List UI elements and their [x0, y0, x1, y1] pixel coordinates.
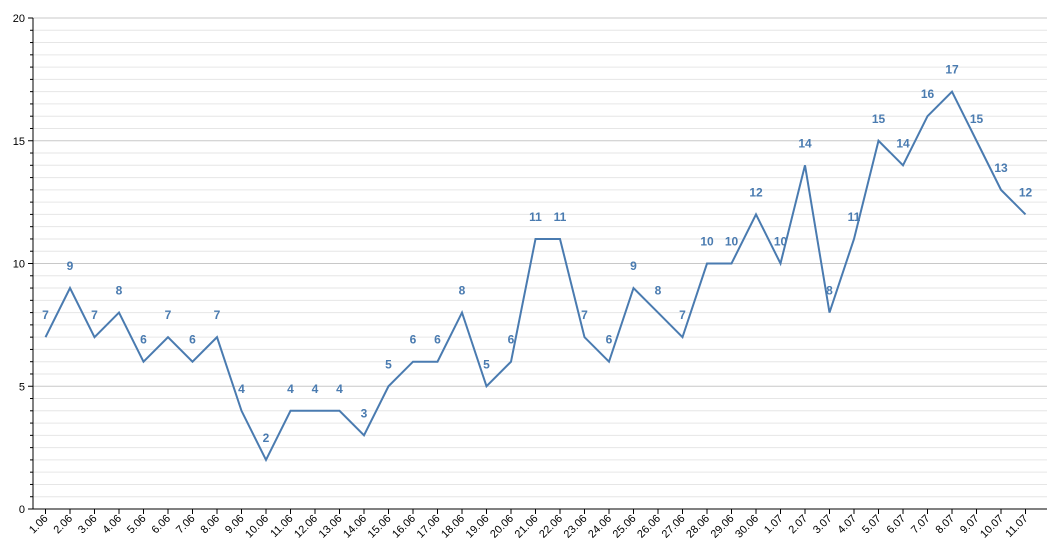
data-label: 7: [42, 308, 49, 322]
x-tick-label: 2.06: [51, 513, 75, 537]
x-tick-label: 3.07: [811, 513, 835, 537]
x-tick-label: 6.07: [884, 513, 908, 537]
grid-lines: [33, 17, 1047, 510]
x-tick-label: 21.06: [513, 513, 541, 541]
x-tick-label: 19.06: [464, 513, 492, 541]
data-label: 10: [700, 235, 714, 249]
data-label: 17: [945, 63, 959, 77]
x-tick-label: 27.06: [660, 513, 688, 541]
data-labels: 7 9 7 8 6 7 6 7 4 2 4 4 4 3 5 6 6 8 5 6 11 11 7 6 9 8 7 10 10 12 10 14 8…: [42, 63, 1032, 445]
x-tick-label: 7.06: [174, 513, 198, 537]
x-tick-label: 14.06: [341, 513, 369, 541]
x-tick-label: 25.06: [611, 513, 639, 541]
x-tick-label: 1.07: [762, 513, 786, 537]
axes: [28, 17, 1047, 514]
x-tick-label: 18.06: [439, 513, 467, 541]
x-tick-label: 10.06: [243, 513, 271, 541]
data-label: 13: [994, 161, 1008, 175]
data-label: 7: [679, 308, 686, 322]
data-label: 10: [725, 235, 739, 249]
x-tick-label: 5.07: [860, 513, 884, 537]
y-tick-label: 0: [19, 504, 25, 516]
x-tick-label: 26.06: [635, 513, 663, 541]
data-label: 11: [554, 210, 567, 224]
data-label: 12: [1019, 185, 1033, 199]
x-tick-label: 30.06: [733, 513, 761, 541]
data-label: 7: [165, 308, 172, 322]
data-label: 8: [826, 284, 833, 298]
data-label: 11: [529, 210, 542, 224]
series-line: [44, 89, 1027, 463]
x-tick-label: 10.07: [978, 513, 1006, 541]
data-label: 5: [385, 357, 392, 371]
x-tick-label: 16.06: [390, 513, 418, 541]
data-label: 6: [508, 333, 515, 347]
data-label: 15: [872, 112, 886, 126]
data-label: 10: [774, 235, 788, 249]
x-tick-label: 23.06: [562, 513, 590, 541]
x-tick-label: 4.06: [100, 513, 124, 537]
data-label: 9: [67, 259, 74, 273]
x-tick-label: 6.06: [149, 513, 173, 537]
x-tick-label: 24.06: [586, 513, 614, 541]
x-tick-label: 12.06: [292, 513, 320, 541]
data-label: 11: [848, 210, 861, 224]
series-layer: [44, 89, 1027, 463]
data-label: 15: [970, 112, 984, 126]
x-tick-label: 17.06: [415, 513, 443, 541]
x-tick-label: 4.07: [835, 513, 859, 537]
data-label: 4: [287, 382, 294, 396]
x-tick-label: 1.06: [27, 513, 51, 537]
data-label: 8: [655, 284, 662, 298]
data-label: 8: [459, 284, 466, 298]
data-label: 6: [606, 333, 613, 347]
data-label: 14: [798, 136, 812, 150]
data-label: 4: [336, 382, 343, 396]
x-tick-label: 20.06: [488, 513, 516, 541]
data-label: 7: [91, 308, 98, 322]
data-label: 7: [581, 308, 588, 322]
x-tick-label: 28.06: [684, 513, 712, 541]
data-label: 6: [410, 333, 417, 347]
data-label: 4: [238, 382, 245, 396]
x-tick-label: 29.06: [709, 513, 737, 541]
data-label: 5: [483, 357, 490, 371]
x-tick-label: 7.07: [909, 513, 933, 537]
x-tick-label: 2.07: [786, 513, 810, 537]
data-label: 7: [214, 308, 221, 322]
data-label: 2: [263, 431, 270, 445]
data-label: 4: [312, 382, 319, 396]
x-tick-label: 15.06: [366, 513, 394, 541]
x-tick-label: 22.06: [537, 513, 565, 541]
x-tick-label: 3.06: [76, 513, 100, 537]
y-tick-label: 15: [13, 136, 25, 148]
y-tick-label: 20: [13, 13, 25, 25]
data-label: 6: [140, 333, 147, 347]
x-tick-label: 8.06: [198, 513, 222, 537]
data-label: 6: [434, 333, 441, 347]
data-label: 12: [749, 185, 763, 199]
data-label: 8: [116, 284, 123, 298]
data-label: 6: [189, 333, 196, 347]
y-tick-label: 5: [19, 381, 25, 393]
x-tick-label: 11.07: [1003, 513, 1030, 540]
x-tick-label: 11.06: [268, 513, 295, 540]
x-tick-label: 8.07: [933, 513, 957, 537]
data-label: 3: [361, 406, 368, 420]
x-tick-label: 13.06: [317, 513, 345, 541]
data-label: 9: [630, 259, 637, 273]
data-label: 16: [921, 87, 935, 101]
y-tick-label: 10: [13, 259, 25, 271]
x-tick-label: 5.06: [125, 513, 149, 537]
data-label: 14: [896, 136, 910, 150]
